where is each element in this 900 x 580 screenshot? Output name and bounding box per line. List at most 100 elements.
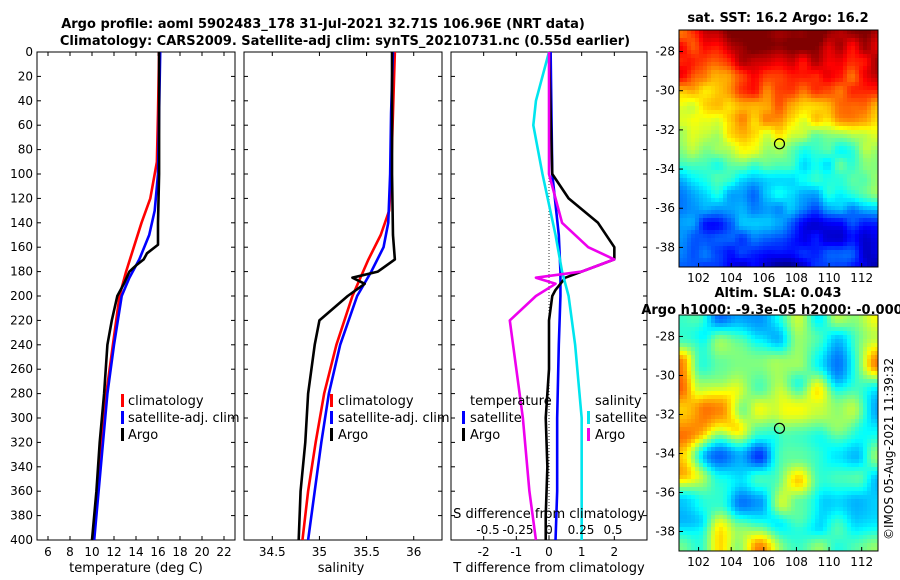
map-cell (771, 210, 776, 215)
map-cell (687, 399, 692, 404)
map-cell (815, 343, 820, 348)
map-cell (683, 58, 688, 63)
map-cell (695, 158, 700, 163)
map-cell (687, 423, 692, 428)
map-cell (783, 371, 788, 376)
map-cell (723, 331, 728, 336)
map-cell (771, 234, 776, 239)
map-cell (803, 351, 808, 356)
map-cell (795, 194, 800, 199)
map-cell (739, 435, 744, 440)
map-cell (835, 82, 840, 87)
map-cell (779, 130, 784, 135)
map-cell (847, 238, 852, 243)
map-cell (855, 86, 860, 91)
map-cell (787, 70, 792, 75)
map-cell (715, 122, 720, 127)
map-cell (679, 46, 684, 51)
map-cell (723, 351, 728, 356)
map-cell (731, 198, 736, 203)
map-cell (751, 50, 756, 55)
map-cell (731, 106, 736, 111)
map-cell (727, 62, 732, 67)
map-cell (819, 443, 824, 448)
map-cell (751, 218, 756, 223)
map-cell (703, 130, 708, 135)
map-cell (763, 102, 768, 107)
map-cell (763, 50, 768, 55)
map-cell (815, 403, 820, 408)
map-cell (747, 359, 752, 364)
map-cell (727, 226, 732, 231)
map-cell (823, 339, 828, 344)
map-cell (695, 82, 700, 87)
map-cell (779, 363, 784, 368)
map-cell (823, 375, 828, 380)
map-cell (863, 134, 868, 139)
map-cell (739, 206, 744, 211)
map-cell (855, 98, 860, 103)
map-cell (871, 86, 876, 91)
map-cell (715, 339, 720, 344)
map-cell (699, 246, 704, 251)
map-cell (771, 415, 776, 420)
map-cell (763, 34, 768, 39)
map-cell (691, 331, 696, 336)
map-cell (691, 351, 696, 356)
map-cell (739, 58, 744, 63)
map-cell (871, 170, 876, 175)
map-cell (699, 166, 704, 171)
map-cell (703, 323, 708, 328)
y-tick-label: 260 (10, 362, 33, 376)
map-cell (799, 162, 804, 167)
map-cell (831, 138, 836, 143)
map-cell (703, 118, 708, 123)
map-cell (739, 347, 744, 352)
map-cell (747, 206, 752, 211)
map-cell (859, 70, 864, 75)
map-cell (855, 42, 860, 47)
map-cell (687, 202, 692, 207)
map-cell (735, 146, 740, 151)
map-cell (731, 38, 736, 43)
map-cell (727, 178, 732, 183)
map-cell (687, 130, 692, 135)
map-cell (843, 250, 848, 255)
map-cell (847, 315, 852, 320)
map-cell (739, 98, 744, 103)
map-cell (691, 34, 696, 39)
map-cell (683, 403, 688, 408)
map-cell (699, 46, 704, 51)
map-cell (727, 154, 732, 159)
map-cell (791, 186, 796, 191)
map-cell (739, 162, 744, 167)
map-cell (683, 242, 688, 247)
map-cell (723, 451, 728, 456)
map-cell (811, 102, 816, 107)
map-cell (851, 391, 856, 396)
map-cell (759, 371, 764, 376)
map-cell (723, 206, 728, 211)
map-cell (699, 202, 704, 207)
map-cell (759, 315, 764, 320)
map-cell (751, 391, 756, 396)
map-cell (847, 375, 852, 380)
map-cell (719, 158, 724, 163)
map-cell (771, 34, 776, 39)
map-cell (815, 182, 820, 187)
map-cell (735, 58, 740, 63)
map-cell (691, 134, 696, 139)
map-cell (703, 162, 708, 167)
map-cell (731, 347, 736, 352)
map-cell (699, 351, 704, 356)
map-cell (843, 447, 848, 452)
map-cell (683, 166, 688, 171)
map-cell (771, 70, 776, 75)
map-cell (847, 126, 852, 131)
map-cell (679, 315, 684, 320)
map-cell (775, 114, 780, 119)
map-cell (719, 30, 724, 35)
map-cell (747, 194, 752, 199)
map-cell (799, 379, 804, 384)
map-cell (687, 126, 692, 131)
